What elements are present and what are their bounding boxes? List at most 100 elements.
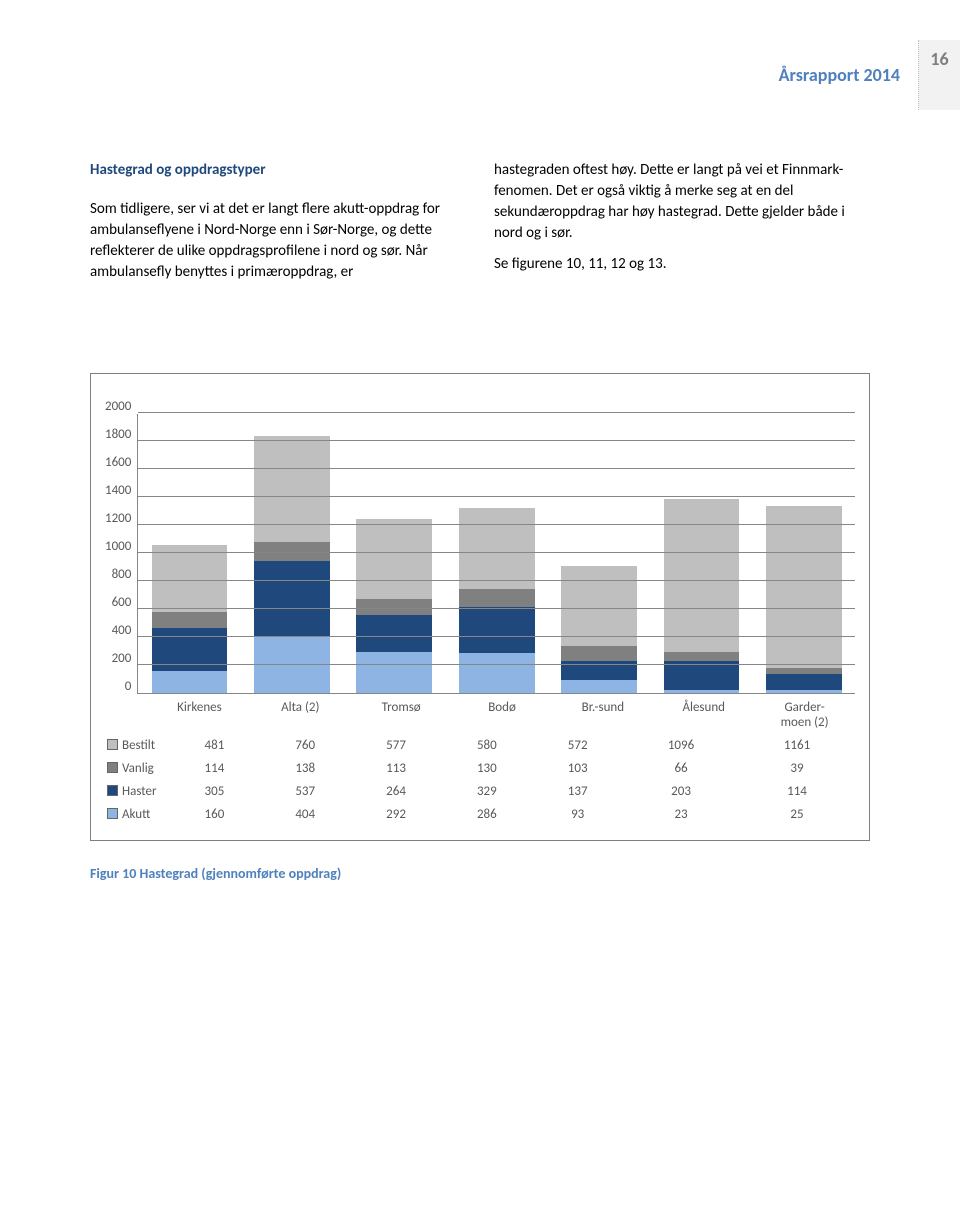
bar-segment-akutt xyxy=(459,653,535,693)
bar-segment-bestilt xyxy=(459,508,535,589)
table-cell: 113 xyxy=(351,757,442,780)
table-cell: 114 xyxy=(739,780,855,803)
table-cell: 66 xyxy=(623,757,739,780)
bar-segment-vanlig xyxy=(152,612,228,628)
chart-frame: 2000180016001400120010008006004002000 Ki… xyxy=(90,373,870,841)
figure-caption: Figur 10 Hastegrad (gjennomførte oppdrag… xyxy=(90,865,870,882)
series-label: Haster xyxy=(105,780,169,803)
legend-swatch xyxy=(107,808,118,819)
table-cell: 1096 xyxy=(623,734,739,757)
table-row: Akutt160404292286932325 xyxy=(105,803,855,826)
table-cell: 93 xyxy=(532,803,623,826)
x-tick-label: Br.-sund xyxy=(552,700,653,730)
table-cell: 130 xyxy=(441,757,532,780)
table-cell: 114 xyxy=(169,757,260,780)
bar-slot xyxy=(445,414,547,693)
gridline xyxy=(138,412,855,413)
bar-segment-vanlig xyxy=(664,652,740,661)
table-cell: 572 xyxy=(532,734,623,757)
table-cell: 203 xyxy=(623,780,739,803)
bar-segment-bestilt xyxy=(561,566,637,646)
table-cell: 286 xyxy=(441,803,532,826)
bar-stack xyxy=(254,436,330,693)
bar-stack xyxy=(459,508,535,693)
table-cell: 580 xyxy=(441,734,532,757)
bar-segment-akutt xyxy=(664,690,740,693)
table-cell: 137 xyxy=(532,780,623,803)
table-cell: 292 xyxy=(351,803,442,826)
bar-segment-vanlig xyxy=(561,646,637,660)
bar-slot xyxy=(650,414,752,693)
bar-stack xyxy=(561,566,637,693)
left-paragraph: Som tidligere, ser vi at det er langt fl… xyxy=(90,199,466,283)
bar-segment-akutt xyxy=(766,690,842,694)
gridline xyxy=(138,496,855,497)
section-heading: Hastegrad og oppdragstyper xyxy=(90,160,466,181)
table-cell: 481 xyxy=(169,734,260,757)
table-cell: 39 xyxy=(739,757,855,780)
table-cell: 25 xyxy=(739,803,855,826)
bars-row xyxy=(138,414,855,693)
bar-segment-akutt xyxy=(152,671,228,693)
bar-segment-haster xyxy=(254,561,330,636)
series-label: Bestilt xyxy=(105,734,169,757)
table-cell: 264 xyxy=(351,780,442,803)
table-cell: 305 xyxy=(169,780,260,803)
x-tick-label: Kirkenes xyxy=(149,700,250,730)
report-title: Årsrapport 2014 xyxy=(779,64,900,86)
table-row: Bestilt48176057758057210961161 xyxy=(105,734,855,757)
gridline xyxy=(138,440,855,441)
gridline xyxy=(138,468,855,469)
table-cell: 577 xyxy=(351,734,442,757)
bar-segment-bestilt xyxy=(664,499,740,652)
x-tick-label: Alta (2) xyxy=(250,700,351,730)
table-cell: 1161 xyxy=(739,734,855,757)
bar-slot xyxy=(753,414,855,693)
gridline xyxy=(138,664,855,665)
legend-swatch xyxy=(107,762,118,773)
bar-slot xyxy=(241,414,343,693)
bar-segment-bestilt xyxy=(152,545,228,612)
bar-slot xyxy=(343,414,445,693)
bar-segment-akutt xyxy=(356,652,432,693)
table-cell: 160 xyxy=(169,803,260,826)
x-axis-labels: KirkenesAlta (2)TromsøBodøBr.-sundÅlesun… xyxy=(149,700,855,730)
series-label: Vanlig xyxy=(105,757,169,780)
gridline xyxy=(138,552,855,553)
x-tick-label: Bodø xyxy=(452,700,553,730)
bar-segment-bestilt xyxy=(356,519,432,600)
page-header: Årsrapport 2014 16 xyxy=(779,40,960,110)
table-row: Vanlig1141381131301036639 xyxy=(105,757,855,780)
body-columns: Hastegrad og oppdragstyper Som tidligere… xyxy=(90,160,870,283)
legend-swatch xyxy=(107,785,118,796)
bar-segment-bestilt xyxy=(254,436,330,542)
bar-slot xyxy=(138,414,240,693)
gridline xyxy=(138,580,855,581)
data-table: Bestilt48176057758057210961161Vanlig1141… xyxy=(105,734,855,826)
table-cell: 537 xyxy=(260,780,351,803)
table-cell: 103 xyxy=(532,757,623,780)
table-cell: 329 xyxy=(441,780,532,803)
right-column: hastegraden oftest høy. Dette er langt p… xyxy=(494,160,870,283)
table-cell: 23 xyxy=(623,803,739,826)
x-tick-label: Ålesund xyxy=(653,700,754,730)
y-axis: 2000180016001400120010008006004002000 xyxy=(105,414,137,694)
series-label: Akutt xyxy=(105,803,169,826)
plot-area xyxy=(137,414,855,694)
bar-segment-akutt xyxy=(561,680,637,693)
x-tick-label: Garder-moen (2) xyxy=(754,700,855,730)
table-cell: 404 xyxy=(260,803,351,826)
bar-stack xyxy=(356,519,432,693)
bar-segment-bestilt xyxy=(766,506,842,669)
right-paragraph-1: hastegraden oftest høy. Dette er langt p… xyxy=(494,160,870,244)
bar-segment-haster xyxy=(664,661,740,689)
bar-segment-haster xyxy=(766,674,842,690)
page-number-box: 16 xyxy=(918,40,960,110)
table-cell: 760 xyxy=(260,734,351,757)
bar-slot xyxy=(548,414,650,693)
chart-area: 2000180016001400120010008006004002000 xyxy=(105,414,855,694)
table-row: Haster305537264329137203114 xyxy=(105,780,855,803)
bar-segment-haster xyxy=(356,615,432,652)
gridline xyxy=(138,608,855,609)
left-column: Hastegrad og oppdragstyper Som tidligere… xyxy=(90,160,466,283)
